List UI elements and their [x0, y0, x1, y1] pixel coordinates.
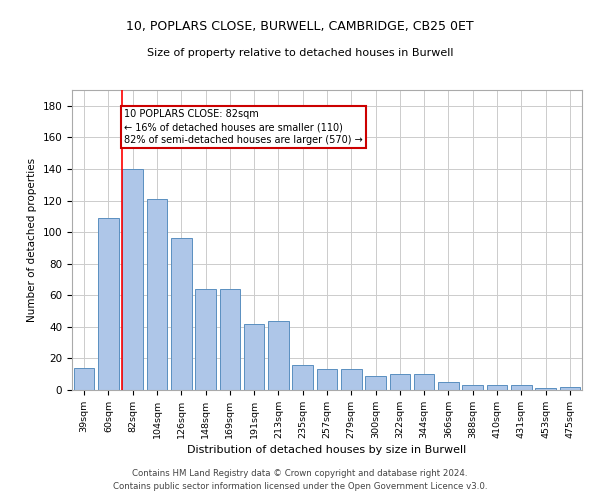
Bar [195, 289, 216, 390]
Bar [438, 382, 459, 390]
Bar [560, 387, 580, 390]
Y-axis label: Number of detached properties: Number of detached properties [27, 158, 37, 322]
Bar [146, 199, 167, 390]
Bar [463, 386, 483, 390]
Bar [220, 289, 240, 390]
Bar [268, 320, 289, 390]
Bar [74, 368, 94, 390]
Text: Contains HM Land Registry data © Crown copyright and database right 2024.: Contains HM Land Registry data © Crown c… [132, 468, 468, 477]
Text: Contains public sector information licensed under the Open Government Licence v3: Contains public sector information licen… [113, 482, 487, 491]
Text: 10 POPLARS CLOSE: 82sqm
← 16% of detached houses are smaller (110)
82% of semi-d: 10 POPLARS CLOSE: 82sqm ← 16% of detache… [124, 109, 363, 146]
Text: Size of property relative to detached houses in Burwell: Size of property relative to detached ho… [147, 48, 453, 58]
Bar [98, 218, 119, 390]
Bar [171, 238, 191, 390]
Bar [317, 370, 337, 390]
Bar [341, 370, 362, 390]
Bar [535, 388, 556, 390]
Bar [292, 364, 313, 390]
Bar [487, 386, 508, 390]
Bar [414, 374, 434, 390]
Bar [365, 376, 386, 390]
Text: 10, POPLARS CLOSE, BURWELL, CAMBRIDGE, CB25 0ET: 10, POPLARS CLOSE, BURWELL, CAMBRIDGE, C… [126, 20, 474, 33]
Bar [389, 374, 410, 390]
Bar [244, 324, 265, 390]
Bar [122, 169, 143, 390]
X-axis label: Distribution of detached houses by size in Burwell: Distribution of detached houses by size … [187, 445, 467, 455]
Bar [511, 386, 532, 390]
